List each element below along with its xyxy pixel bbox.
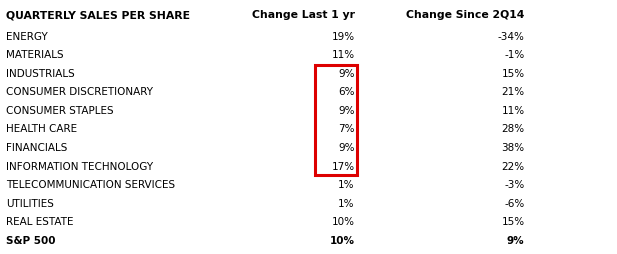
Text: 7%: 7%	[338, 124, 355, 134]
Text: UTILITIES: UTILITIES	[6, 199, 54, 209]
Text: 21%: 21%	[502, 87, 524, 97]
Text: 6%: 6%	[338, 87, 355, 97]
Text: 9%: 9%	[338, 69, 355, 79]
Text: INFORMATION TECHNOLOGY: INFORMATION TECHNOLOGY	[6, 162, 153, 171]
Text: INDUSTRIALS: INDUSTRIALS	[6, 69, 75, 79]
Text: HEALTH CARE: HEALTH CARE	[6, 124, 77, 134]
Text: 9%: 9%	[338, 143, 355, 153]
Text: 17%: 17%	[332, 162, 355, 171]
Text: 38%: 38%	[502, 143, 524, 153]
Text: 11%: 11%	[332, 50, 355, 60]
Text: -6%: -6%	[504, 199, 524, 209]
Text: 11%: 11%	[502, 106, 524, 116]
Text: ENERGY: ENERGY	[6, 32, 48, 42]
Text: CONSUMER DISCRETIONARY: CONSUMER DISCRETIONARY	[6, 87, 153, 97]
Text: 9%: 9%	[338, 106, 355, 116]
Bar	[315, 66, 357, 176]
Text: -34%: -34%	[497, 32, 524, 42]
Text: -1%: -1%	[504, 50, 524, 60]
Text: 28%: 28%	[502, 124, 524, 134]
Text: TELECOMMUNICATION SERVICES: TELECOMMUNICATION SERVICES	[6, 180, 175, 190]
Text: 10%: 10%	[329, 236, 355, 246]
Text: 19%: 19%	[332, 32, 355, 42]
Text: 15%: 15%	[502, 217, 524, 227]
Text: S&P 500: S&P 500	[6, 236, 56, 246]
Text: 1%: 1%	[338, 199, 355, 209]
Text: REAL ESTATE: REAL ESTATE	[6, 217, 73, 227]
Text: QUARTERLY SALES PER SHARE: QUARTERLY SALES PER SHARE	[6, 10, 190, 20]
Text: FINANCIALS: FINANCIALS	[6, 143, 67, 153]
Text: 15%: 15%	[502, 69, 524, 79]
Text: MATERIALS: MATERIALS	[6, 50, 64, 60]
Text: Change Since 2Q14: Change Since 2Q14	[406, 10, 524, 20]
Text: Change Last 1 yr: Change Last 1 yr	[252, 10, 355, 20]
Text: 9%: 9%	[507, 236, 524, 246]
Text: -3%: -3%	[504, 180, 524, 190]
Text: 22%: 22%	[502, 162, 524, 171]
Text: 1%: 1%	[338, 180, 355, 190]
Text: 10%: 10%	[332, 217, 355, 227]
Text: CONSUMER STAPLES: CONSUMER STAPLES	[6, 106, 114, 116]
